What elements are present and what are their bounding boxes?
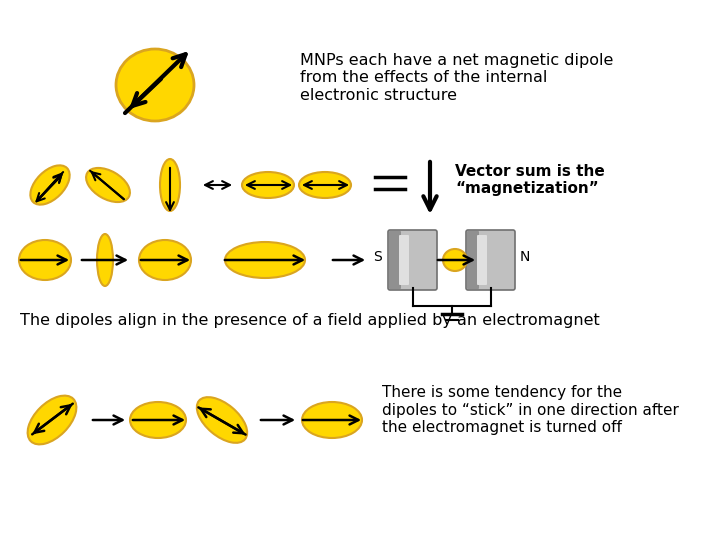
FancyBboxPatch shape [467,231,479,289]
Ellipse shape [197,397,247,443]
Ellipse shape [160,159,180,211]
Ellipse shape [130,402,186,438]
Ellipse shape [139,240,191,280]
Ellipse shape [30,165,70,205]
Ellipse shape [225,242,305,278]
Ellipse shape [86,168,130,202]
FancyBboxPatch shape [399,235,409,285]
FancyBboxPatch shape [466,230,515,290]
Ellipse shape [443,249,467,271]
Text: There is some tendency for the
dipoles to “stick” in one direction after
the ele: There is some tendency for the dipoles t… [382,385,679,435]
Ellipse shape [27,396,76,444]
Ellipse shape [97,234,113,286]
FancyBboxPatch shape [389,231,401,289]
Text: Vector sum is the
“magnetization”: Vector sum is the “magnetization” [455,164,605,196]
Ellipse shape [19,240,71,280]
Ellipse shape [299,172,351,198]
Text: MNPs each have a net magnetic dipole
from the effects of the internal
electronic: MNPs each have a net magnetic dipole fro… [300,53,613,103]
Ellipse shape [116,49,194,121]
Text: The dipoles align in the presence of a field applied by an electromagnet: The dipoles align in the presence of a f… [20,313,600,327]
Ellipse shape [242,172,294,198]
FancyBboxPatch shape [388,230,437,290]
Text: S: S [374,250,382,264]
FancyBboxPatch shape [477,235,487,285]
Ellipse shape [302,402,362,438]
Text: N: N [520,250,530,264]
